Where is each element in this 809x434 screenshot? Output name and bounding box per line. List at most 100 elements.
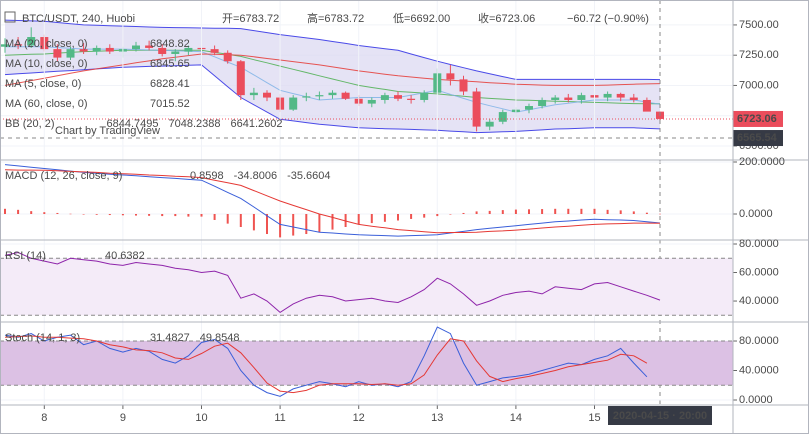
histogram-bar bbox=[135, 214, 137, 216]
candle-body bbox=[249, 92, 258, 96]
legend-value: 6844.7495 bbox=[107, 118, 159, 130]
histogram-bar bbox=[488, 210, 491, 215]
histogram-bar bbox=[554, 208, 557, 215]
histogram-bar bbox=[266, 214, 268, 235]
candle-body bbox=[236, 61, 245, 96]
histogram-bar bbox=[121, 214, 124, 216]
candle-body bbox=[14, 44, 23, 46]
y-tick-label: 40.0000 bbox=[739, 364, 779, 376]
y-tick-label: 0.0000 bbox=[739, 208, 773, 220]
band-fill bbox=[0, 341, 733, 386]
histogram-bar bbox=[200, 214, 203, 217]
bb-lower bbox=[4, 64, 661, 134]
candle-body bbox=[603, 93, 612, 98]
histogram-bar bbox=[226, 214, 229, 224]
histogram-bar bbox=[383, 214, 386, 222]
x-tick-label: 8 bbox=[41, 412, 47, 424]
y-tick-label: 7000.00 bbox=[739, 79, 779, 91]
candle-body bbox=[302, 96, 311, 98]
histogram-bar bbox=[305, 214, 308, 235]
histogram-bar bbox=[619, 210, 622, 215]
histogram-bar bbox=[279, 214, 282, 238]
y-tick-label: 80.0000 bbox=[739, 335, 779, 347]
histogram-bar bbox=[213, 214, 216, 220]
pane bbox=[0, 161, 733, 238]
candle-body bbox=[27, 37, 36, 46]
candle-body bbox=[184, 47, 193, 52]
legend-name: Stoch (14, 1, 3) bbox=[5, 332, 80, 344]
legend-name: MACD (12, 26, close, 9) bbox=[5, 170, 122, 182]
x-tick-label: 9 bbox=[120, 412, 126, 424]
ohlc-label: 收=6723.06 bbox=[478, 11, 535, 25]
legend-value: 31.4827 bbox=[150, 332, 190, 344]
legend-value: -34.8006 bbox=[234, 170, 277, 182]
candle-body bbox=[341, 92, 350, 99]
candle-body bbox=[1, 44, 9, 47]
histogram-bar bbox=[606, 209, 609, 215]
candle-body bbox=[629, 97, 638, 100]
candle-body bbox=[498, 112, 507, 122]
histogram-bar bbox=[501, 210, 504, 215]
candle-body bbox=[459, 79, 468, 92]
y-tick-label: 80.0000 bbox=[739, 238, 779, 250]
candle-body bbox=[616, 93, 625, 98]
y-tick-label: 40.0000 bbox=[739, 295, 779, 307]
candle-body bbox=[577, 95, 586, 100]
candle-body bbox=[472, 91, 481, 127]
candle-body bbox=[328, 92, 337, 96]
histogram-bar bbox=[397, 214, 399, 221]
candle-body bbox=[79, 49, 88, 52]
candle-body bbox=[223, 52, 232, 62]
histogram-bar bbox=[69, 213, 72, 215]
ma-line bbox=[5, 46, 661, 113]
legend-name: MA (60, close, 0) bbox=[5, 98, 88, 110]
histogram-bar bbox=[187, 214, 190, 217]
ma-line bbox=[4, 49, 660, 105]
pane bbox=[0, 19, 733, 147]
candle-body bbox=[407, 98, 416, 100]
candle-body bbox=[171, 51, 180, 54]
histogram-bar bbox=[239, 214, 242, 228]
candle-body bbox=[394, 95, 402, 99]
histogram-bar bbox=[541, 209, 544, 215]
histogram-bar bbox=[593, 208, 596, 215]
candle-body bbox=[642, 99, 651, 112]
histogram-bar bbox=[17, 209, 20, 215]
candle-body bbox=[66, 49, 75, 58]
candle-body bbox=[551, 97, 560, 100]
candle-body bbox=[132, 45, 140, 50]
candle-body bbox=[380, 95, 389, 100]
pane bbox=[0, 326, 733, 401]
legend-name: RSI (14) bbox=[5, 250, 46, 262]
legend-name: MA (10, close, 0) bbox=[5, 58, 88, 70]
y-tick-label: 200.0000 bbox=[739, 156, 785, 168]
legend-value: 6848.82 bbox=[150, 38, 190, 50]
candle-body bbox=[289, 97, 298, 110]
candle-body bbox=[315, 95, 324, 97]
x-tick-label: 13 bbox=[431, 412, 443, 424]
candle-body bbox=[367, 99, 376, 104]
histogram-bar bbox=[56, 212, 59, 215]
band-fill bbox=[0, 258, 733, 316]
candle-body bbox=[525, 106, 533, 110]
y-tick-label: 7250.00 bbox=[739, 49, 779, 61]
histogram-bar bbox=[475, 211, 478, 215]
histogram-bar bbox=[108, 214, 111, 216]
collapse-icon bbox=[4, 11, 16, 23]
legend-value: 0.8598 bbox=[190, 170, 224, 182]
candle-body bbox=[485, 121, 494, 127]
y-tick-label: 0.0000 bbox=[739, 394, 773, 406]
watermark: Chart by TradingView bbox=[55, 125, 160, 137]
legend-value: 6641.2602 bbox=[231, 118, 283, 130]
bb-fill bbox=[5, 20, 660, 133]
histogram-bar bbox=[43, 212, 46, 215]
macd-line bbox=[4, 169, 661, 234]
histogram-bar bbox=[174, 214, 177, 217]
candle-body bbox=[420, 92, 429, 100]
chart-title: BTC/USDT, 240, Huobi bbox=[22, 13, 135, 25]
histogram-bar bbox=[370, 214, 373, 224]
indicator-line bbox=[4, 251, 661, 314]
ohlc-label: −60.72 (−0.90%) bbox=[567, 13, 649, 25]
histogram-bar bbox=[423, 214, 426, 218]
